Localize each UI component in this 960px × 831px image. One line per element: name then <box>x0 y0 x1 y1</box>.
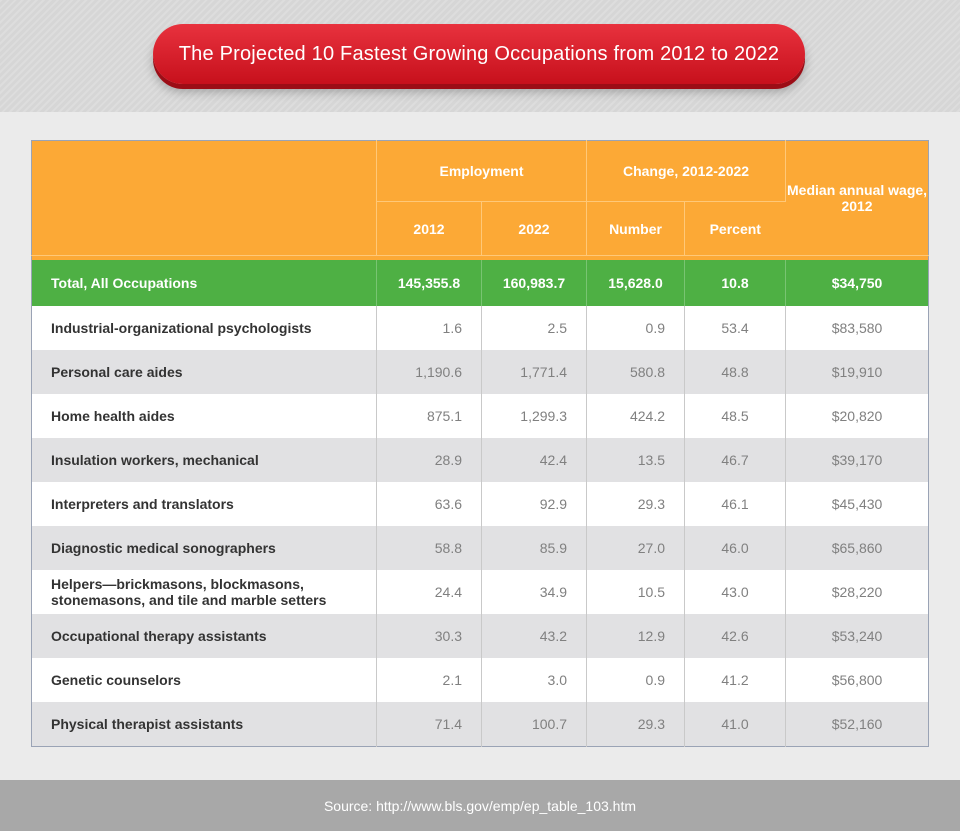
source-note: Source: http://www.bls.gov/emp/ep_table_… <box>0 780 960 831</box>
year-2022-header: 2022 <box>481 201 588 256</box>
change-percent-cell: 48.8 <box>684 350 787 394</box>
change-percent-cell: 46.0 <box>684 526 787 570</box>
table-row: Physical therapist assistants 71.4 100.7 29… <box>31 702 929 747</box>
emp-2012-cell: 875.1 <box>376 394 482 438</box>
occupation-cell: Occupational therapy assistants <box>31 614 377 658</box>
median-wage-cell: $20,820 <box>785 394 929 438</box>
change-number-cell: 0.9 <box>586 306 686 350</box>
occupation-cell: Interpreters and translators <box>31 482 377 526</box>
header-row-top: Employment Change, 2012-2022 Median annu… <box>31 140 929 256</box>
change-number-cell: 29.3 <box>586 482 686 526</box>
emp-2022-cell: 92.9 <box>481 482 588 526</box>
change-number-cell: 424.2 <box>586 394 686 438</box>
total-row: Total, All Occupations 145,355.8 160,983… <box>31 260 929 306</box>
emp-2012-cell: 71.4 <box>376 702 482 747</box>
emp-2012-cell: 63.6 <box>376 482 482 526</box>
header-band: The Projected 10 Fastest Growing Occupat… <box>0 0 960 112</box>
table-row: Diagnostic medical sonographers 58.8 85.9 2… <box>31 526 929 570</box>
median-wage-cell: $65,860 <box>785 526 929 570</box>
median-wage-cell: $45,430 <box>785 482 929 526</box>
emp-2022-cell: 3.0 <box>481 658 588 702</box>
header-spacer <box>31 255 929 260</box>
change-percent-cell: 46.7 <box>684 438 787 482</box>
chart-title: The Projected 10 Fastest Growing Occupat… <box>153 24 805 84</box>
median-wage-cell: $19,910 <box>785 350 929 394</box>
change-percent-cell: 46.1 <box>684 482 787 526</box>
median-wage-header: Median annual wage, 2012 <box>785 140 929 256</box>
emp-2022-cell: 1,299.3 <box>481 394 588 438</box>
emp-2022-cell: 1,771.4 <box>481 350 588 394</box>
occupation-cell: Home health aides <box>31 394 377 438</box>
median-wage-cell: $39,170 <box>785 438 929 482</box>
total-occupation: Total, All Occupations <box>31 260 377 306</box>
change-percent-cell: 43.0 <box>684 570 787 614</box>
emp-2022-cell: 2.5 <box>481 306 588 350</box>
emp-2022-cell: 100.7 <box>481 702 588 747</box>
change-percent-cell: 42.6 <box>684 614 787 658</box>
occupation-cell: Diagnostic medical sonographers <box>31 526 377 570</box>
change-number-cell: 580.8 <box>586 350 686 394</box>
employment-header: Employment <box>376 140 588 202</box>
change-header: Change, 2012-2022 <box>586 140 787 202</box>
change-percent-cell: 53.4 <box>684 306 787 350</box>
median-wage-cell: $53,240 <box>785 614 929 658</box>
emp-2012-cell: 1,190.6 <box>376 350 482 394</box>
median-wage-cell: $56,800 <box>785 658 929 702</box>
table-row: Genetic counselors 2.1 3.0 0.9 41.2 $56,800 <box>31 658 929 702</box>
table-row: Home health aides 875.1 1,299.3 424.2 48.5 $2… <box>31 394 929 438</box>
change-number-cell: 13.5 <box>586 438 686 482</box>
change-number-cell: 0.9 <box>586 658 686 702</box>
table-row: Personal care aides 1,190.6 1,771.4 580.8 48… <box>31 350 929 394</box>
emp-2012-cell: 1.6 <box>376 306 482 350</box>
number-header: Number <box>586 201 686 256</box>
emp-2022-cell: 85.9 <box>481 526 588 570</box>
total-median-wage: $34,750 <box>785 260 929 306</box>
change-percent-cell: 48.5 <box>684 394 787 438</box>
table-area: Employment Change, 2012-2022 Median annu… <box>0 112 960 780</box>
change-percent-cell: 41.2 <box>684 658 787 702</box>
median-wage-cell: $28,220 <box>785 570 929 614</box>
change-number-cell: 10.5 <box>586 570 686 614</box>
table-row: Insulation workers, mechanical 28.9 42.4 13… <box>31 438 929 482</box>
table-row: Occupational therapy assistants 30.3 43.2 1… <box>31 614 929 658</box>
total-change-percent: 10.8 <box>684 260 787 306</box>
emp-2012-cell: 58.8 <box>376 526 482 570</box>
occupation-cell: Industrial-organizational psychologists <box>31 306 377 350</box>
change-number-cell: 12.9 <box>586 614 686 658</box>
median-wage-cell: $83,580 <box>785 306 929 350</box>
table-row: Helpers—brickmasons, blockmasons, stonem… <box>31 570 929 614</box>
occupations-table: Employment Change, 2012-2022 Median annu… <box>31 140 930 747</box>
occupation-cell: Helpers—brickmasons, blockmasons, stonem… <box>31 570 377 614</box>
occupation-cell: Physical therapist assistants <box>31 702 377 747</box>
change-number-cell: 29.3 <box>586 702 686 747</box>
emp-2022-cell: 43.2 <box>481 614 588 658</box>
emp-2012-cell: 28.9 <box>376 438 482 482</box>
table-row: Industrial-organizational psychologists 1… <box>31 306 929 350</box>
emp-2022-cell: 34.9 <box>481 570 588 614</box>
header-row-sub: 2012 2022 Number Percent <box>32 201 929 256</box>
emp-2012-cell: 24.4 <box>376 570 482 614</box>
occupation-cell: Insulation workers, mechanical <box>31 438 377 482</box>
emp-2012-cell: 30.3 <box>376 614 482 658</box>
occupation-cell: Genetic counselors <box>31 658 377 702</box>
change-number-cell: 27.0 <box>586 526 686 570</box>
percent-header: Percent <box>684 201 786 256</box>
emp-2022-cell: 42.4 <box>481 438 588 482</box>
change-percent-cell: 41.0 <box>684 702 787 747</box>
year-2012-header: 2012 <box>376 201 482 256</box>
total-emp-2022: 160,983.7 <box>481 260 588 306</box>
table-row: Interpreters and translators 63.6 92.9 29.3… <box>31 482 929 526</box>
total-change-number: 15,628.0 <box>586 260 686 306</box>
median-wage-cell: $52,160 <box>785 702 929 747</box>
occupation-cell: Personal care aides <box>31 350 377 394</box>
total-emp-2012: 145,355.8 <box>376 260 482 306</box>
occupation-header <box>31 140 377 256</box>
emp-2012-cell: 2.1 <box>376 658 482 702</box>
